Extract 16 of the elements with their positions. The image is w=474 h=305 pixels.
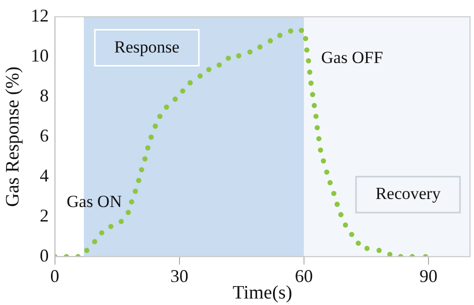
- x-tick-label: 30: [170, 266, 188, 286]
- y-tick-label: 6: [40, 125, 49, 146]
- band-label: Recovery: [375, 184, 442, 204]
- y-tick-label: 2: [40, 205, 49, 226]
- y-tick-label: 10: [30, 46, 49, 66]
- y-axis-title: Gas Response (%): [2, 66, 24, 207]
- y-tick-label: 4: [40, 165, 49, 186]
- y-tick-label: 12: [30, 6, 49, 26]
- annotation: Gas OFF: [321, 48, 384, 68]
- x-tick-label: 90: [419, 266, 438, 286]
- x-tick-label: 60: [294, 266, 313, 286]
- annotation: Gas ON: [66, 192, 122, 212]
- y-tick-label: 0: [40, 245, 49, 266]
- band-label: Response: [114, 37, 180, 56]
- x-axis-title: Time(s): [232, 282, 292, 304]
- y-tick-label: 8: [40, 85, 49, 106]
